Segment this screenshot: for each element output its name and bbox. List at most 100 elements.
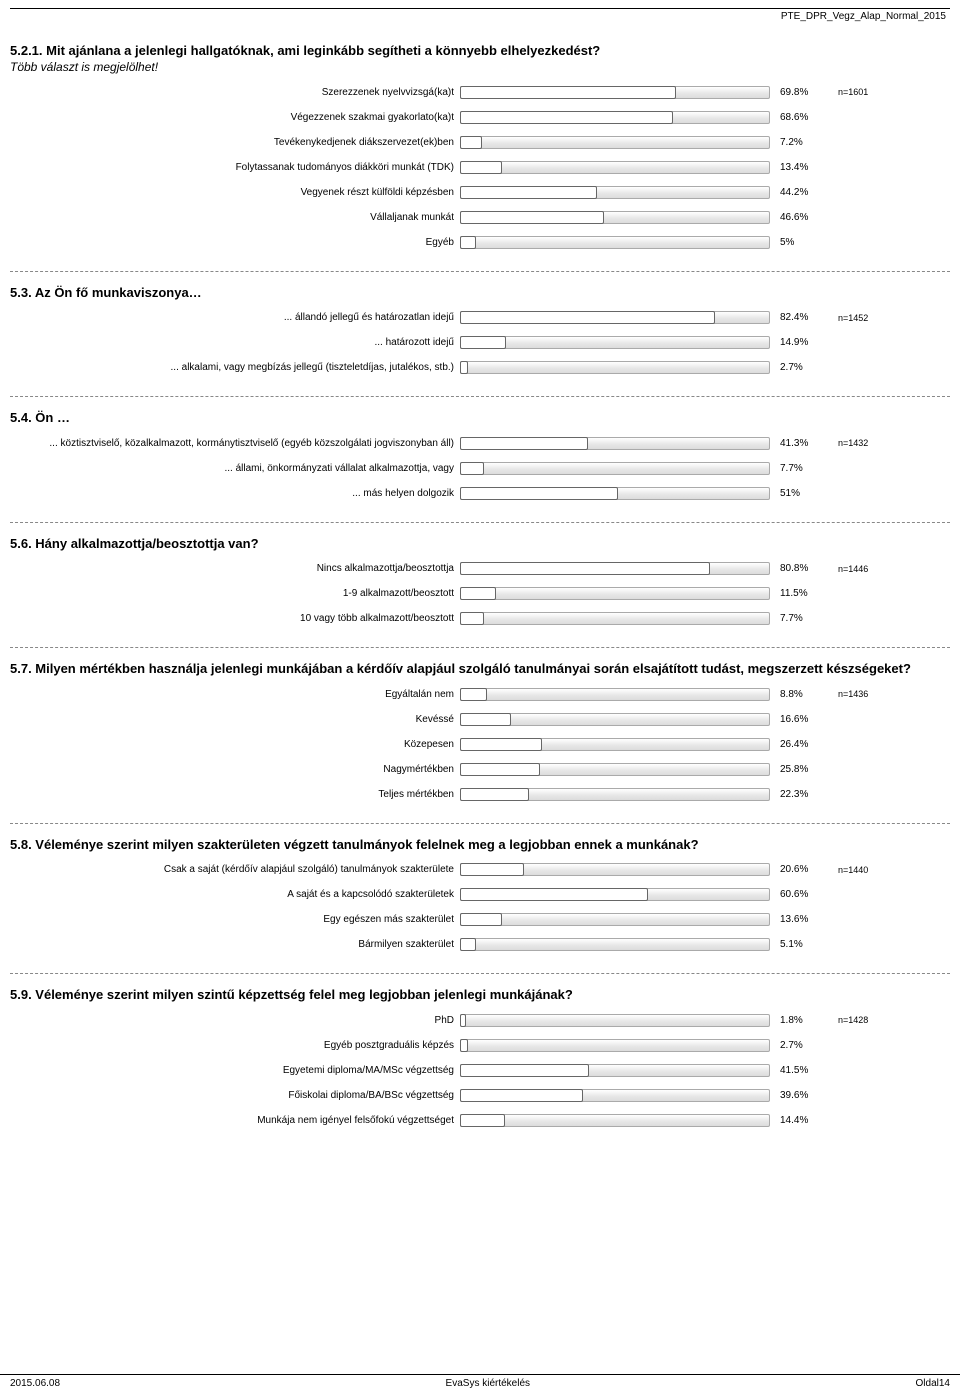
bar-value: 68.6%: [770, 112, 830, 123]
bar-value: 13.4%: [770, 162, 830, 173]
bar-fill: [460, 111, 673, 124]
bar-row: Egyetemi diploma/MA/MSc végzettség41.5%: [10, 1060, 950, 1081]
bar-label: Munkája nem igényel felsőfokú végzettség…: [10, 1115, 460, 1126]
bar-track: [460, 211, 770, 224]
question-title: 5.8. Véleménye szerint milyen szakterüle…: [10, 836, 950, 854]
bar-track: [460, 1039, 770, 1052]
bar-label: PhD: [10, 1015, 460, 1026]
question-title: 5.9. Véleménye szerint milyen szintű kép…: [10, 986, 950, 1004]
bar-row: Vállaljanak munkát46.6%: [10, 207, 950, 228]
page: PTE_DPR_Vegz_Alap_Normal_2015 5.2.1. Mit…: [0, 0, 960, 1395]
bar-fill: [460, 788, 529, 801]
bar-value: 8.8%: [770, 689, 830, 700]
bar-row: ... határozott idejű14.9%: [10, 332, 950, 353]
bar-value: 41.3%: [770, 438, 830, 449]
bar-row: Végezzenek szakmai gyakorlato(ka)t68.6%: [10, 107, 950, 128]
bar-row: Teljes mértékben22.3%: [10, 784, 950, 805]
bar-track: [460, 161, 770, 174]
bar-row: ... köztisztviselő, közalkalmazott, korm…: [10, 433, 950, 454]
question-title: 5.4. Ön …: [10, 409, 950, 427]
section-divider: [10, 396, 950, 397]
bar-row: Szerezzenek nyelvvizsgá(ka)t69.8%n=1601: [10, 82, 950, 103]
bar-label: Bármilyen szakterület: [10, 939, 460, 950]
bar-track: [460, 311, 770, 324]
bar-track: [460, 236, 770, 249]
bar-row: Kevéssé16.6%: [10, 709, 950, 730]
n-count: n=1601: [830, 87, 890, 97]
question-block: 5.2.1. Mit ajánlana a jelenlegi hallgató…: [10, 42, 950, 253]
bar-fill: [460, 1039, 468, 1052]
bar-row: PhD1.8%n=1428: [10, 1010, 950, 1031]
bar-track: [460, 688, 770, 701]
bar-label: Közepesen: [10, 739, 460, 750]
bar-row: ... más helyen dolgozik51%: [10, 483, 950, 504]
bar-fill: [460, 888, 648, 901]
bar-label: 10 vagy több alkalmazott/beosztott: [10, 613, 460, 624]
bar-row: Csak a saját (kérdőív alapjául szolgáló)…: [10, 859, 950, 880]
bar-value: 51%: [770, 488, 830, 499]
bar-value: 16.6%: [770, 714, 830, 725]
bar-fill: [460, 186, 597, 199]
n-count: n=1446: [830, 564, 890, 574]
bar-label: Egyáltalán nem: [10, 689, 460, 700]
bar-track: [460, 863, 770, 876]
bar-value: 69.8%: [770, 87, 830, 98]
bar-value: 25.8%: [770, 764, 830, 775]
bar-fill: [460, 336, 506, 349]
bar-label: 1-9 alkalmazott/beosztott: [10, 588, 460, 599]
document-id: PTE_DPR_Vegz_Alap_Normal_2015: [10, 11, 950, 30]
question-block: 5.7. Milyen mértékben használja jelenleg…: [10, 660, 950, 805]
bar-fill: [460, 1064, 589, 1077]
bar-track: [460, 186, 770, 199]
question-title: 5.2.1. Mit ajánlana a jelenlegi hallgató…: [10, 42, 950, 60]
bar-fill: [460, 1014, 466, 1027]
bar-fill: [460, 763, 540, 776]
bar-label: Főiskolai diploma/BA/BSc végzettség: [10, 1090, 460, 1101]
bar-row: 10 vagy több alkalmazott/beosztott7.7%: [10, 608, 950, 629]
section-divider: [10, 973, 950, 974]
bar-fill: [460, 136, 482, 149]
bar-value: 7.2%: [770, 137, 830, 148]
header-rule: [10, 8, 950, 9]
bar-fill: [460, 361, 468, 374]
bar-value: 13.6%: [770, 914, 830, 925]
question-subtitle: Több választ is megjelölhet!: [10, 60, 950, 74]
section-divider: [10, 823, 950, 824]
bar-label: Csak a saját (kérdőív alapjául szolgáló)…: [10, 864, 460, 875]
bar-value: 14.9%: [770, 337, 830, 348]
question-block: 5.9. Véleménye szerint milyen szintű kép…: [10, 986, 950, 1131]
bar-fill: [460, 863, 524, 876]
question-title: 5.7. Milyen mértékben használja jelenleg…: [10, 660, 950, 678]
bar-value: 11.5%: [770, 588, 830, 599]
bar-label: ... állami, önkormányzati vállalat alkal…: [10, 463, 460, 474]
bar-value: 2.7%: [770, 1040, 830, 1051]
bar-track: [460, 587, 770, 600]
bar-track: [460, 1014, 770, 1027]
bar-track: [460, 713, 770, 726]
bar-track: [460, 1114, 770, 1127]
question-title: 5.3. Az Ön fő munkaviszonya…: [10, 284, 950, 302]
bar-row: Egy egészen más szakterület 13.6%: [10, 909, 950, 930]
question-block: 5.6. Hány alkalmazottja/beosztottja van?…: [10, 535, 950, 630]
question-block: 5.3. Az Ön fő munkaviszonya… ... állandó …: [10, 284, 950, 379]
bar-label: Vegyenek részt külföldi képzésben: [10, 187, 460, 198]
bar-fill: [460, 688, 487, 701]
page-footer: 2015.06.08 EvaSys kiértékelés Oldal14: [0, 1374, 960, 1389]
bar-label: Vállaljanak munkát: [10, 212, 460, 223]
bar-fill: [460, 211, 604, 224]
bar-label: ... köztisztviselő, közalkalmazott, korm…: [10, 438, 460, 449]
bar-track: [460, 913, 770, 926]
bar-value: 5.1%: [770, 939, 830, 950]
bar-fill: [460, 562, 710, 575]
bar-label: Teljes mértékben: [10, 789, 460, 800]
bar-label: ... állandó jellegű és határozatlan idej…: [10, 312, 460, 323]
bar-label: ... alkalami, vagy megbízás jellegű (tis…: [10, 362, 460, 373]
bar-value: 82.4%: [770, 312, 830, 323]
bar-fill: [460, 587, 496, 600]
bar-label: Egy egészen más szakterület: [10, 914, 460, 925]
bar-fill: [460, 738, 542, 751]
bar-track: [460, 1064, 770, 1077]
question-title: 5.6. Hány alkalmazottja/beosztottja van?: [10, 535, 950, 553]
n-count: n=1452: [830, 313, 890, 323]
bar-track: [460, 938, 770, 951]
